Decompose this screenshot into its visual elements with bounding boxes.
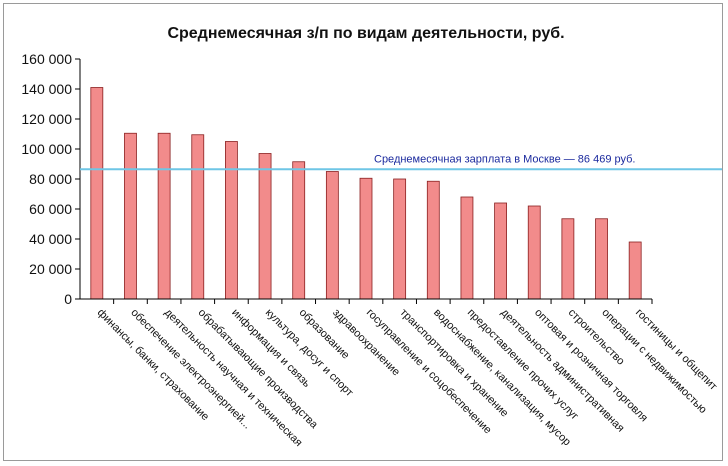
bar	[325, 171, 339, 300]
y-axis: 0 20 000 40 000 60 000 80 000 100 000 120 000 1…	[21, 51, 81, 307]
bar	[561, 218, 575, 300]
bar	[157, 132, 171, 300]
y-tick-label: 80 000	[29, 171, 72, 187]
bar	[628, 241, 642, 300]
chart-title: Среднемесячная з/п по видам деятельности…	[167, 25, 564, 42]
bar	[90, 87, 104, 300]
bar	[359, 177, 373, 300]
chart-frame: Среднемесячная з/п по видам деятельности…	[3, 3, 723, 461]
bar	[124, 132, 137, 300]
bar	[258, 153, 272, 300]
bar	[494, 202, 507, 300]
bar	[595, 218, 608, 300]
y-tick-label: 160 000	[21, 51, 72, 67]
reference-line-group: Среднемесячная зарплата в Москве — 86 46…	[80, 153, 722, 171]
y-tick-label: 120 000	[21, 111, 72, 127]
x-category-label: госуправление и соцобеспечение	[364, 307, 494, 437]
bar	[527, 205, 541, 300]
chart-svg: Среднемесячная з/п по видам деятельности…	[21, 25, 722, 449]
x-category-label: обрабатывающие производства	[196, 307, 321, 432]
y-tick-label: 60 000	[29, 201, 72, 217]
y-tick-label: 140 000	[21, 81, 72, 97]
bar	[393, 178, 407, 300]
bar	[426, 180, 440, 300]
bar	[191, 134, 205, 300]
y-tick-label: 40 000	[29, 231, 72, 247]
bar	[460, 196, 474, 300]
x-category-label: деятельность административная	[498, 307, 626, 435]
x-category-label: обеспечение электроэнергией...	[128, 307, 253, 432]
y-tick-label: 0	[64, 291, 72, 307]
y-tick-label: 20 000	[29, 261, 72, 277]
bars	[90, 87, 642, 300]
bar	[225, 141, 238, 300]
reference-line-label: Среднемесячная зарплата в Москве — 86 46…	[374, 153, 635, 165]
bar	[292, 161, 306, 300]
y-tick-label: 100 000	[21, 141, 72, 157]
